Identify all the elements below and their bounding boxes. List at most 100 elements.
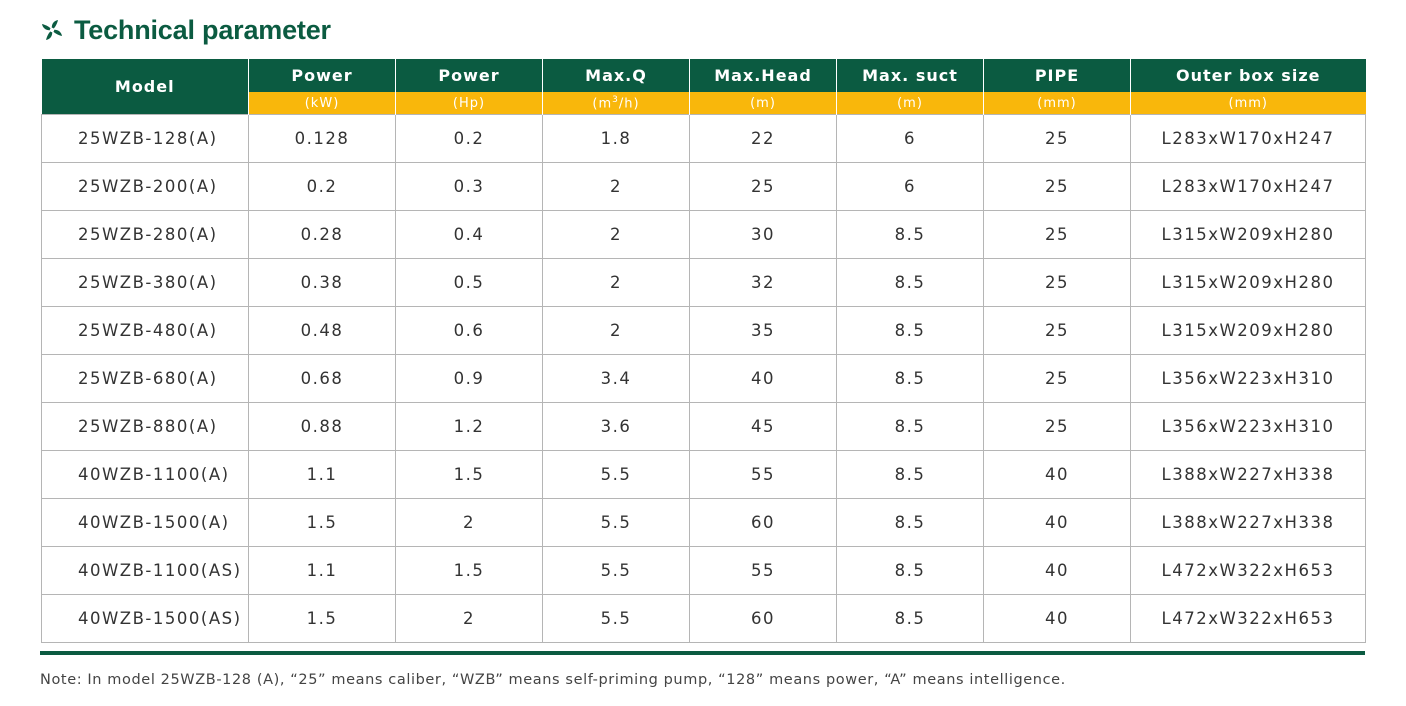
- column-header-model: Model: [41, 59, 249, 115]
- cell-model: 25WZB-380(A): [41, 258, 249, 307]
- table-row: 25WZB-200(A) 0.2 0.3 2 25 6 25 L283xW170…: [41, 162, 1366, 211]
- cell-max-suct: 8.5: [836, 546, 984, 595]
- cell-power-hp: 1.5: [395, 546, 543, 595]
- column-header-max-q: Max.Q: [542, 59, 690, 92]
- cell-max-q: 3.4: [542, 354, 690, 403]
- cell-max-q: 2: [542, 306, 690, 355]
- cell-max-suct: 8.5: [836, 354, 984, 403]
- cell-max-head: 25: [689, 162, 837, 211]
- column-header-max-suct: Max. suct: [836, 59, 984, 92]
- cell-power-kw: 0.68: [248, 354, 396, 403]
- cell-model: 25WZB-200(A): [41, 162, 249, 211]
- cell-power-kw: 0.28: [248, 210, 396, 259]
- cell-max-q: 2: [542, 162, 690, 211]
- cell-power-kw: 0.128: [248, 114, 396, 163]
- table-row: 25WZB-880(A) 0.88 1.2 3.6 45 8.5 25 L356…: [41, 402, 1366, 451]
- cell-model: 25WZB-480(A): [41, 306, 249, 355]
- cell-max-q: 5.5: [542, 546, 690, 595]
- table-row: 25WZB-128(A) 0.128 0.2 1.8 22 6 25 L283x…: [41, 114, 1366, 163]
- cell-power-kw: 1.1: [248, 450, 396, 499]
- cell-box-size: L388xW227xH338: [1130, 498, 1366, 547]
- unit-power-hp: (Hp): [395, 92, 543, 115]
- table-row: 25WZB-480(A) 0.48 0.6 2 35 8.5 25 L315xW…: [41, 306, 1366, 355]
- cell-power-hp: 2: [395, 594, 543, 643]
- column-header-max-head: Max.Head: [689, 59, 837, 92]
- cell-max-head: 30: [689, 210, 837, 259]
- table-row: 40WZB-1100(A) 1.1 1.5 5.5 55 8.5 40 L388…: [41, 450, 1366, 499]
- unit-max-suct: (m): [836, 92, 984, 115]
- divider: [40, 651, 1365, 655]
- table-row: 40WZB-1100(AS) 1.1 1.5 5.5 55 8.5 40 L47…: [41, 546, 1366, 595]
- cell-pipe: 25: [983, 258, 1131, 307]
- cell-model: 25WZB-680(A): [41, 354, 249, 403]
- header-row: Model Power Power Max.Q Max.Head Max. su…: [41, 59, 1366, 115]
- cell-pipe: 25: [983, 354, 1131, 403]
- cell-box-size: L315xW209xH280: [1130, 306, 1366, 355]
- unit-max-head: (m): [689, 92, 837, 115]
- cell-max-q: 3.6: [542, 402, 690, 451]
- cell-max-head: 60: [689, 594, 837, 643]
- cell-max-suct: 8.5: [836, 402, 984, 451]
- cell-max-q: 2: [542, 258, 690, 307]
- cell-power-kw: 0.2: [248, 162, 396, 211]
- cell-max-suct: 6: [836, 114, 984, 163]
- table-row: 40WZB-1500(AS) 1.5 2 5.5 60 8.5 40 L472x…: [41, 594, 1366, 643]
- cell-pipe: 40: [983, 594, 1131, 643]
- cell-max-head: 45: [689, 402, 837, 451]
- cell-max-suct: 8.5: [836, 594, 984, 643]
- table-row: 40WZB-1500(A) 1.5 2 5.5 60 8.5 40 L388xW…: [41, 498, 1366, 547]
- section-title: Technical parameter: [40, 12, 331, 48]
- cell-power-kw: 1.5: [248, 594, 396, 643]
- cell-box-size: L283xW170xH247: [1130, 162, 1366, 211]
- table-row: 25WZB-380(A) 0.38 0.5 2 32 8.5 25 L315xW…: [41, 258, 1366, 307]
- page-title: Technical parameter: [74, 14, 331, 45]
- cell-max-q: 5.5: [542, 450, 690, 499]
- column-header-box-size: Outer box size: [1130, 59, 1366, 92]
- cell-max-head: 55: [689, 450, 837, 499]
- cell-model: 40WZB-1500(AS): [41, 594, 249, 643]
- cell-pipe: 25: [983, 402, 1131, 451]
- cell-max-head: 40: [689, 354, 837, 403]
- unit-power-kw: (kW): [248, 92, 396, 115]
- cell-max-suct: 6: [836, 162, 984, 211]
- cell-pipe: 25: [983, 210, 1131, 259]
- cell-box-size: L283xW170xH247: [1130, 114, 1366, 163]
- cell-max-suct: 8.5: [836, 498, 984, 547]
- cell-power-kw: 1.5: [248, 498, 396, 547]
- table-row: 25WZB-680(A) 0.68 0.9 3.4 40 8.5 25 L356…: [41, 354, 1366, 403]
- cell-max-suct: 8.5: [836, 210, 984, 259]
- cell-power-hp: 0.6: [395, 306, 543, 355]
- cell-box-size: L315xW209xH280: [1130, 258, 1366, 307]
- table-row: 25WZB-280(A) 0.28 0.4 2 30 8.5 25 L315xW…: [41, 210, 1366, 259]
- cell-box-size: L388xW227xH338: [1130, 450, 1366, 499]
- cell-max-head: 32: [689, 258, 837, 307]
- cell-max-suct: 8.5: [836, 306, 984, 355]
- cell-model: 40WZB-1100(AS): [41, 546, 249, 595]
- unit-pipe: (mm): [983, 92, 1131, 115]
- cell-max-q: 1.8: [542, 114, 690, 163]
- cell-max-suct: 8.5: [836, 450, 984, 499]
- cell-model: 25WZB-880(A): [41, 402, 249, 451]
- cell-max-suct: 8.5: [836, 258, 984, 307]
- footnote: Note: In model 25WZB-128 (A), “25” means…: [40, 672, 1066, 688]
- cell-power-hp: 2: [395, 498, 543, 547]
- cell-box-size: L472xW322xH653: [1130, 546, 1366, 595]
- cell-model: 25WZB-128(A): [41, 114, 249, 163]
- cell-max-head: 35: [689, 306, 837, 355]
- parameter-table: Model Power Power Max.Q Max.Head Max. su…: [41, 59, 1366, 643]
- cell-model: 40WZB-1100(A): [41, 450, 249, 499]
- cell-model: 25WZB-280(A): [41, 210, 249, 259]
- column-header-pipe: PIPE: [983, 59, 1131, 92]
- unit-row: (kW) (Hp) (m3/h) (m) (m) (mm) (mm): [42, 92, 1366, 115]
- cell-power-kw: 0.48: [248, 306, 396, 355]
- cell-box-size: L356xW223xH310: [1130, 354, 1366, 403]
- cell-power-kw: 0.88: [248, 402, 396, 451]
- cell-model: 40WZB-1500(A): [41, 498, 249, 547]
- cell-power-kw: 0.38: [248, 258, 396, 307]
- cell-max-head: 55: [689, 546, 837, 595]
- cell-box-size: L356xW223xH310: [1130, 402, 1366, 451]
- cell-box-size: L472xW322xH653: [1130, 594, 1366, 643]
- cell-box-size: L315xW209xH280: [1130, 210, 1366, 259]
- cell-max-head: 60: [689, 498, 837, 547]
- cell-max-q: 2: [542, 210, 690, 259]
